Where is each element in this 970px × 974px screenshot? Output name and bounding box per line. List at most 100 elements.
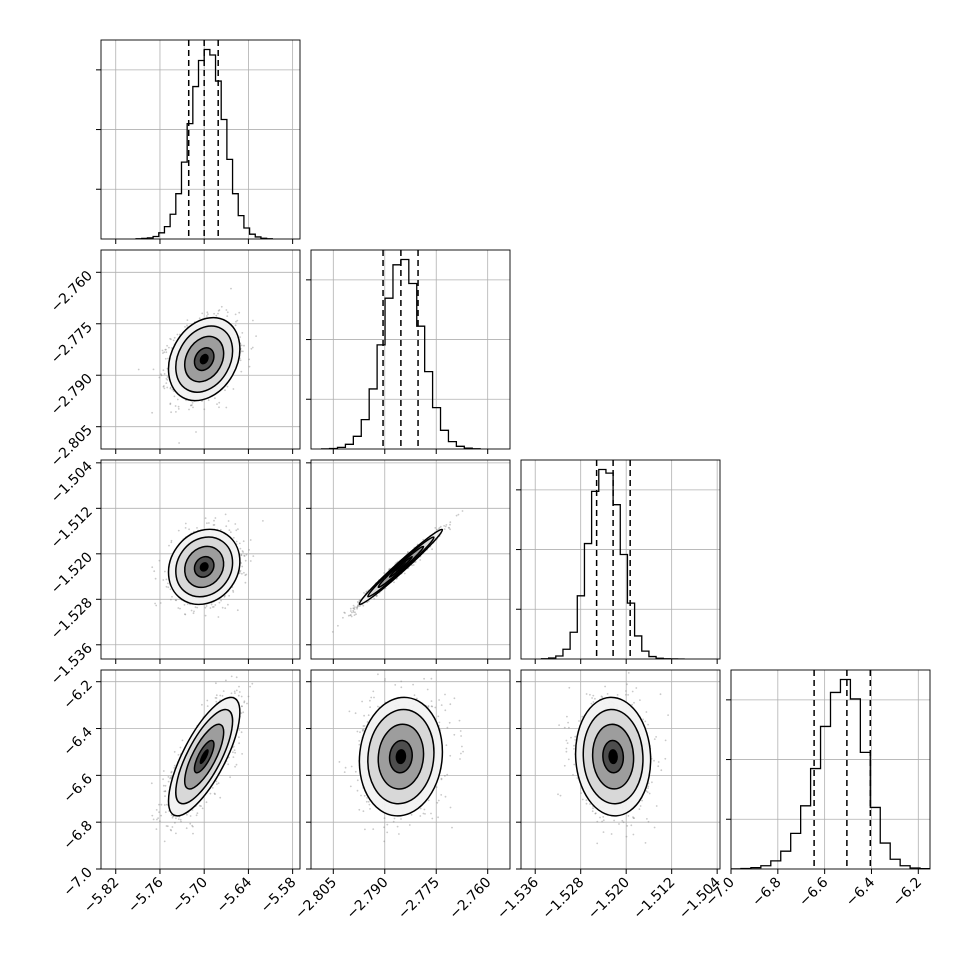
sample-point xyxy=(235,529,237,531)
sample-point xyxy=(205,615,207,617)
sample-point xyxy=(249,366,251,368)
sample-point xyxy=(162,352,164,354)
sample-point xyxy=(344,612,346,614)
sample-point xyxy=(168,347,170,349)
sample-point xyxy=(193,611,195,613)
sample-point xyxy=(243,572,245,574)
sample-point xyxy=(196,607,198,609)
sample-point xyxy=(218,616,220,618)
sample-point xyxy=(225,514,227,516)
sample-point xyxy=(205,517,207,519)
sample-point xyxy=(237,528,239,530)
sample-point xyxy=(177,334,179,336)
sample-point xyxy=(239,543,241,545)
sample-point xyxy=(449,524,451,526)
sample-point xyxy=(191,610,193,612)
sample-point xyxy=(151,412,153,414)
sample-point xyxy=(234,749,236,751)
sample-point xyxy=(165,382,167,384)
sample-point xyxy=(174,396,176,398)
sample-point xyxy=(167,379,169,381)
sample-point xyxy=(166,387,168,389)
sample-point xyxy=(228,595,230,597)
sample-point xyxy=(236,690,238,692)
sample-point xyxy=(162,778,164,780)
sample-point xyxy=(245,560,247,562)
sample-point xyxy=(167,583,169,585)
sample-point xyxy=(163,369,165,371)
sample-point xyxy=(156,809,158,811)
sample-point xyxy=(206,605,208,607)
sample-point xyxy=(362,605,364,607)
sample-point xyxy=(180,747,182,749)
sample-point xyxy=(160,815,162,817)
sample-point xyxy=(206,315,208,317)
sample-point xyxy=(359,605,361,607)
sample-point xyxy=(246,554,248,556)
sample-point xyxy=(206,801,208,803)
sample-point xyxy=(248,359,250,361)
sample-point xyxy=(213,313,215,315)
sample-point xyxy=(187,319,189,321)
sample-point xyxy=(242,551,244,553)
sample-point xyxy=(202,808,204,810)
sample-point xyxy=(351,616,353,618)
sample-point xyxy=(164,841,166,843)
sample-point xyxy=(252,347,254,349)
sample-point xyxy=(444,528,446,530)
sample-point xyxy=(219,309,221,311)
sample-point xyxy=(240,570,242,572)
sample-point xyxy=(162,579,164,581)
sample-point xyxy=(178,442,180,444)
sample-point xyxy=(205,607,207,609)
sample-point xyxy=(352,610,354,612)
panel-r1-c1 xyxy=(306,250,510,454)
sample-point xyxy=(443,525,445,527)
sample-point xyxy=(175,833,177,835)
sample-point xyxy=(208,522,210,524)
sample-point xyxy=(211,604,213,606)
sample-point xyxy=(215,315,217,317)
sample-point xyxy=(419,559,421,561)
sample-point xyxy=(164,373,166,375)
sample-point xyxy=(449,521,451,523)
sample-point xyxy=(239,336,241,338)
sample-point xyxy=(167,586,169,588)
sample-point xyxy=(458,514,460,516)
sample-point xyxy=(192,402,194,404)
sample-point xyxy=(190,405,192,407)
sample-point xyxy=(213,520,215,522)
sample-point xyxy=(234,523,236,525)
sample-point xyxy=(445,526,447,528)
sample-point xyxy=(228,520,230,522)
sample-point xyxy=(238,686,240,688)
sample-point xyxy=(169,403,171,405)
panel-r2-c2 xyxy=(516,460,720,664)
sample-point xyxy=(177,607,179,609)
sample-point xyxy=(354,612,356,614)
sample-point xyxy=(206,522,208,524)
sample-point xyxy=(179,608,181,610)
sample-point xyxy=(195,606,197,608)
sample-point xyxy=(436,529,438,531)
sample-point xyxy=(197,812,199,814)
sample-point xyxy=(262,520,264,522)
sample-point xyxy=(160,373,162,375)
sample-point xyxy=(162,350,164,352)
sample-point xyxy=(165,811,167,813)
sample-point xyxy=(226,315,228,317)
sample-point xyxy=(217,313,219,315)
sample-point xyxy=(241,350,243,352)
sample-point xyxy=(230,288,232,290)
sample-point xyxy=(207,705,209,707)
sample-point xyxy=(216,697,218,699)
sample-point xyxy=(351,612,353,614)
sample-point xyxy=(354,614,356,616)
sample-point xyxy=(185,527,187,529)
sample-point xyxy=(174,337,176,339)
sample-point xyxy=(434,527,436,529)
sample-point xyxy=(178,530,180,532)
sample-point xyxy=(240,371,242,373)
sample-point xyxy=(245,574,247,576)
